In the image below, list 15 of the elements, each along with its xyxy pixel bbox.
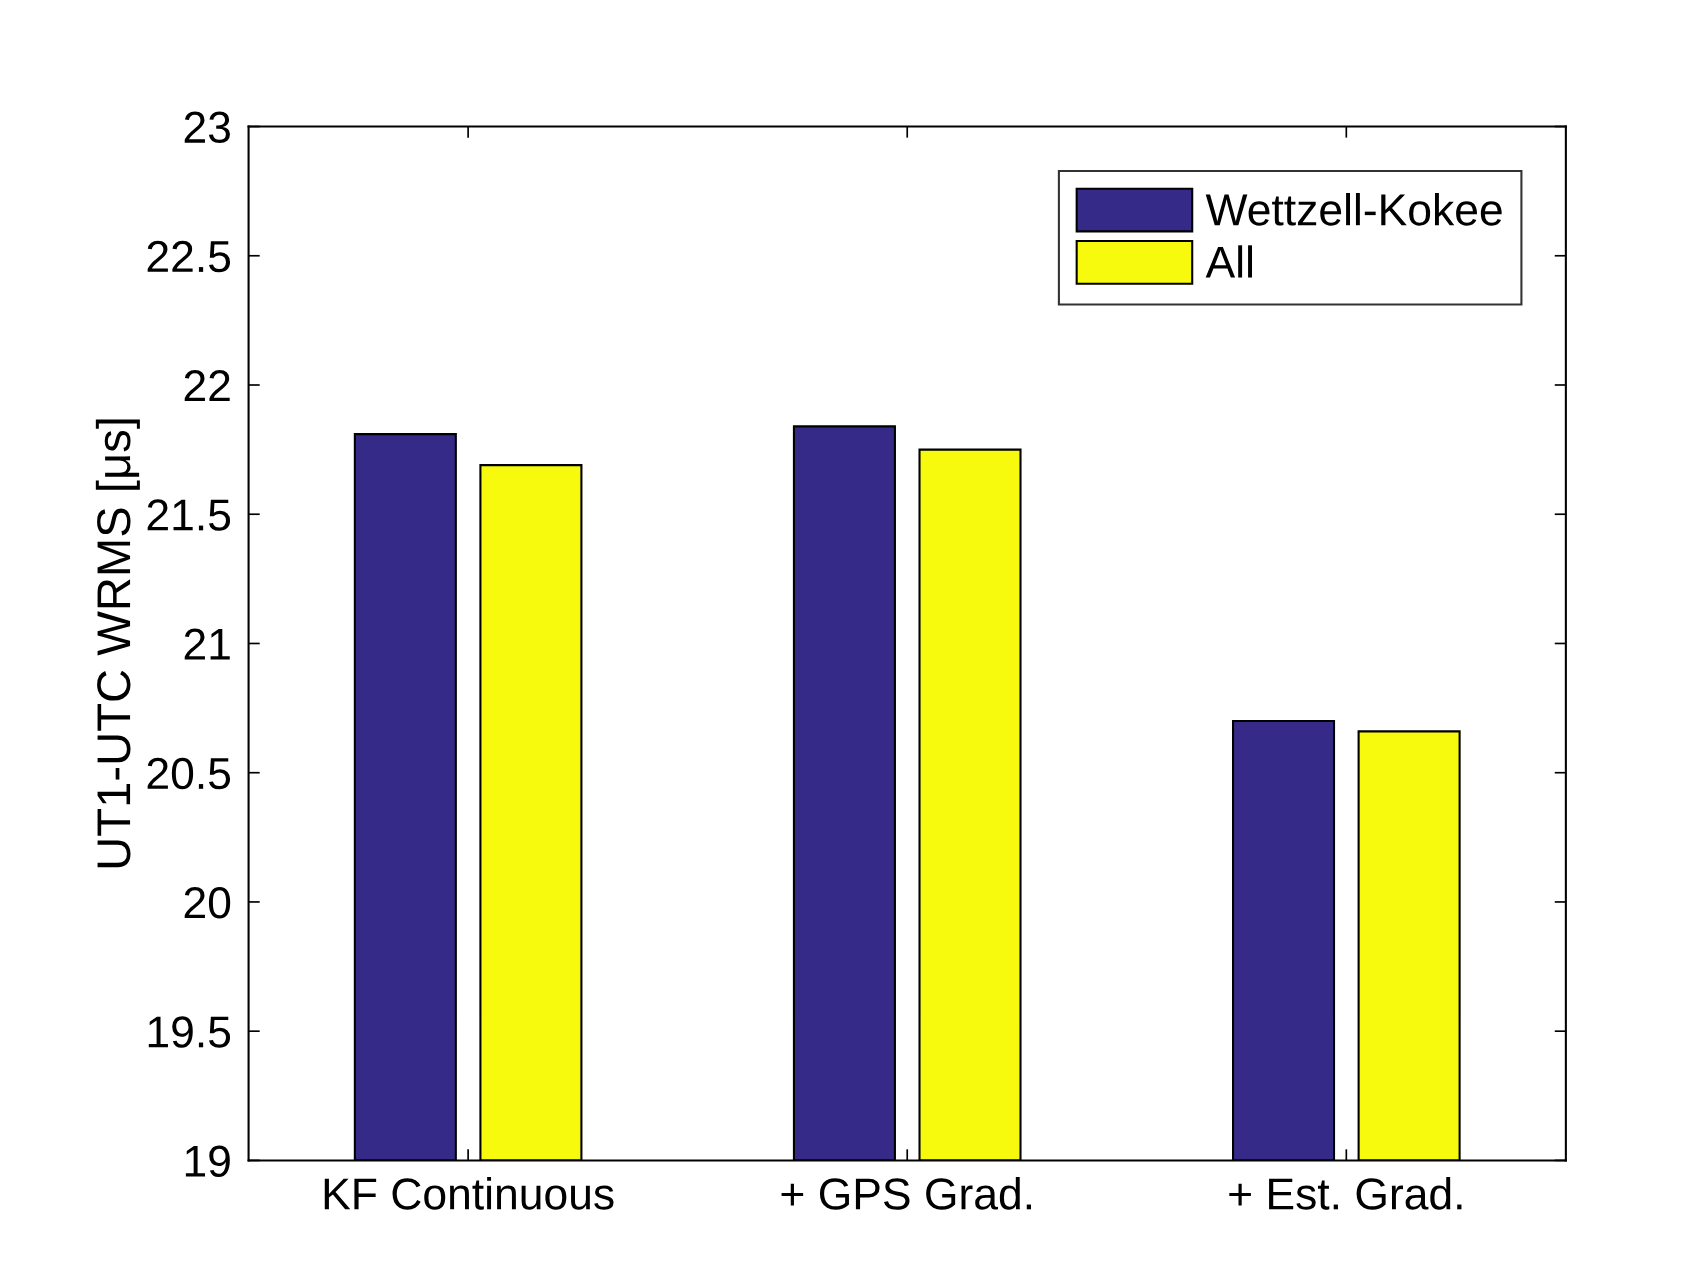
y-tick-label: 21.5: [147, 499, 231, 531]
legend-label: Wettzell-Kokee: [1205, 192, 1502, 226]
y-tick-label: 22: [184, 370, 230, 402]
y-tick-label: 22.5: [147, 240, 231, 273]
y-tick-label: 19.5: [148, 1016, 231, 1048]
x-tick-label: KF Continuous: [324, 1177, 614, 1210]
y-tick-label: 20: [184, 887, 231, 919]
y-tick-label: 19: [185, 1145, 230, 1177]
legend-label: All: [1205, 245, 1252, 278]
y-tick-label: 21: [184, 628, 230, 660]
y-tick-label: 20.5: [147, 757, 231, 790]
x-tick-label: + Est. Grad.: [1229, 1177, 1462, 1210]
y-axis-title: UT1-UTC WRMS [μs]: [95, 419, 140, 868]
x-tick-label: + GPS Grad.: [781, 1177, 1031, 1210]
y-tick-label: 23: [184, 111, 230, 144]
